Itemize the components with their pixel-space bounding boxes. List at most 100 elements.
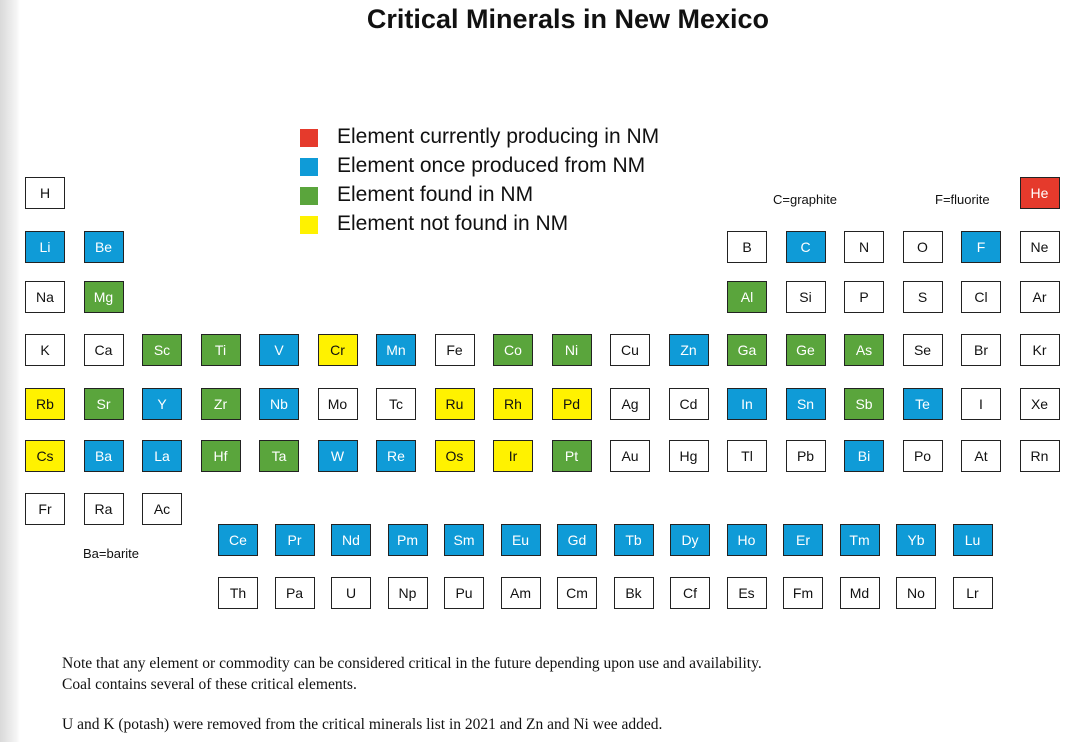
element-cell: Cu <box>610 334 650 366</box>
element-cell: Sb <box>844 388 884 420</box>
element-cell: V <box>259 334 299 366</box>
annotation: Ba=barite <box>83 546 140 561</box>
element-cell: Ca <box>83 334 124 366</box>
element-cell: Zn <box>668 334 709 366</box>
annotation: C=graphite <box>773 192 837 207</box>
title: Critical Minerals in New Mexico <box>366 4 770 34</box>
element-cell: Cd <box>668 388 709 420</box>
element-cell: K <box>25 334 65 366</box>
element-cell: Re <box>376 440 416 472</box>
legend-label: Element found in NM <box>337 183 534 206</box>
element-cell: Hg <box>668 440 709 472</box>
legend-swatch <box>300 129 318 147</box>
element-cell: Dy <box>670 524 710 556</box>
element-cell: Nd <box>331 524 371 556</box>
legend-swatch <box>300 158 318 176</box>
element-cell: Bk <box>613 577 654 609</box>
element-cell: Ce <box>218 524 258 556</box>
element-cell: Tm <box>839 524 880 556</box>
legend-label: Element once produced from NM <box>337 154 646 177</box>
element-cell: Mg <box>83 281 124 313</box>
element-cell: I <box>961 388 1001 420</box>
element-cell: Fm <box>783 577 823 609</box>
element-cell: Lr <box>952 577 993 609</box>
element-cell: Na <box>25 281 65 313</box>
element-cell: Lu <box>952 524 993 556</box>
element-cell: Sn <box>785 388 826 420</box>
element-cell: Cs <box>25 440 65 472</box>
element-cell: Li <box>25 231 65 263</box>
element-cell: Co <box>493 334 533 366</box>
element-cell: Nb <box>259 388 299 420</box>
element-cell: Sr <box>83 388 124 420</box>
element-cell: Ni <box>551 334 592 366</box>
element-cell: P <box>844 281 884 313</box>
element-cell: Tc <box>376 388 416 420</box>
element-cell: Rn <box>1019 440 1060 472</box>
note: Note that any element or commodity can b… <box>62 655 762 672</box>
element-cell: Zr <box>200 388 241 420</box>
element-cell: F <box>961 231 1001 263</box>
element-cell: In <box>727 388 767 420</box>
element-cell: Au <box>610 440 650 472</box>
element-cell: Er <box>783 524 823 556</box>
element-cell: Th <box>218 577 258 609</box>
note: Coal contains several of these critical … <box>62 676 357 693</box>
element-cell: Hf <box>200 440 241 472</box>
element-cell: Cr <box>317 334 358 366</box>
element-cell: W <box>317 440 358 472</box>
element-cell: Be <box>83 231 124 263</box>
legend-label: Element not found in NM <box>337 212 569 235</box>
element-cell: Ho <box>726 524 767 556</box>
element-cell: Kr <box>1019 334 1060 366</box>
element-cell: C <box>785 231 826 263</box>
element-cell: La <box>142 440 182 472</box>
element-cell: Tl <box>727 440 767 472</box>
element-cell: Ba <box>83 440 124 472</box>
element-cell: Fr <box>25 493 65 525</box>
element-cell: Ag <box>610 388 650 420</box>
element-cell: Ga <box>727 334 767 366</box>
element-cell: H <box>25 177 65 209</box>
element-cell: Pr <box>274 524 315 556</box>
element-cell: Pd <box>551 388 592 420</box>
element-cell: Pa <box>274 577 315 609</box>
element-cell: Sc <box>142 334 182 366</box>
element-cell: B <box>727 231 767 263</box>
element-cell: Pt <box>551 440 592 472</box>
legend-label: Element currently producing in NM <box>337 125 660 148</box>
element-cell: Cf <box>670 577 710 609</box>
element-cell: Md <box>839 577 880 609</box>
element-cell: Pu <box>444 577 484 609</box>
element-cell: Ac <box>142 493 182 525</box>
element-cell: Es <box>726 577 767 609</box>
legend-swatch <box>300 187 318 205</box>
element-cell: Cm <box>557 577 597 609</box>
element-cell: Br <box>961 334 1001 366</box>
note: U and K (potash) were removed from the c… <box>62 716 663 733</box>
element-cell: Si <box>785 281 826 313</box>
element-cell: Ne <box>1019 231 1060 263</box>
element-cell: U <box>331 577 371 609</box>
element-cell: Ir <box>493 440 533 472</box>
element-cell: Ru <box>434 388 475 420</box>
element-cell: No <box>896 577 936 609</box>
element-cell: Am <box>500 577 541 609</box>
element-cell: Gd <box>557 524 597 556</box>
element-cell: Yb <box>896 524 936 556</box>
element-cell: Np <box>387 577 428 609</box>
element-cell: Cl <box>961 281 1001 313</box>
legend-swatch <box>300 216 318 234</box>
element-cell: Ra <box>83 493 124 525</box>
element-cell: Po <box>902 440 943 472</box>
element-cell: Rb <box>25 388 65 420</box>
annotation: F=fluorite <box>935 192 990 207</box>
element-cell: Rh <box>493 388 533 420</box>
element-cell: Al <box>727 281 767 313</box>
element-cell: Ge <box>785 334 826 366</box>
element-cell: Ti <box>200 334 241 366</box>
element-cell: S <box>902 281 943 313</box>
element-cell: Os <box>434 440 475 472</box>
element-cell: Pb <box>785 440 826 472</box>
